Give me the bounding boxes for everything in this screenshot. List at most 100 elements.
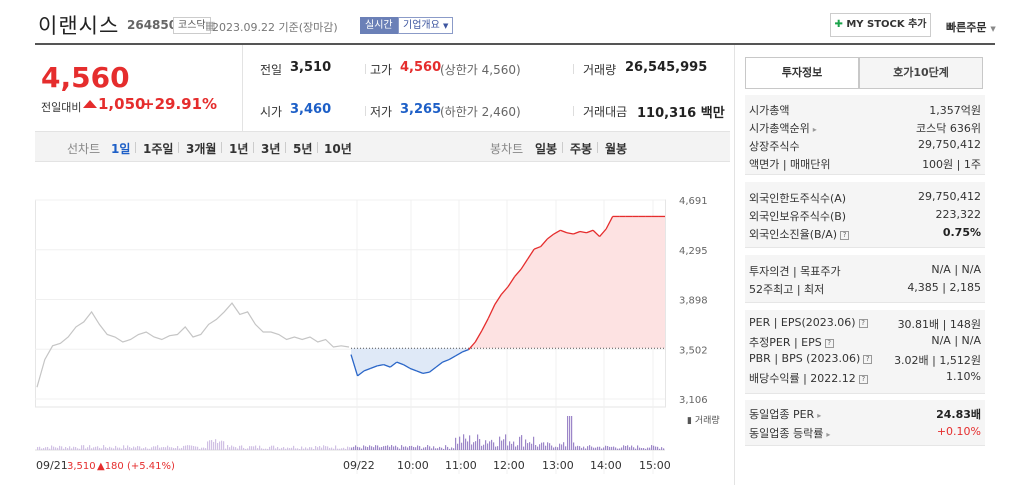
tab-monthly[interactable]: 월봉 xyxy=(605,142,628,156)
volume-value: 26,545,995 xyxy=(625,60,708,75)
volume-bar xyxy=(411,445,413,450)
tab-5y[interactable]: 5년 xyxy=(293,142,313,156)
quick-order-button[interactable]: 빠른주문 ▼ xyxy=(946,21,996,34)
tab-10y[interactable]: 10년 xyxy=(324,142,352,156)
company-info-button[interactable]: 기업개요 ▼ xyxy=(398,17,454,34)
tab-quote-10[interactable]: 호가10단계 xyxy=(859,57,983,89)
series-today-segment xyxy=(586,229,594,234)
divider xyxy=(285,142,286,153)
volume-bar xyxy=(47,446,49,450)
industry-per-row[interactable]: 동일업종 PER ▸ 24.83배 xyxy=(749,406,981,424)
volume-bar xyxy=(575,446,577,450)
market-badge: 코스닥 xyxy=(173,17,211,34)
line-chart-label: 선차트 xyxy=(67,142,101,156)
market-cap-rank-row[interactable]: 시가총액순위 ▸ 코스닥 636위 xyxy=(749,120,981,138)
help-icon[interactable]: ? xyxy=(858,375,868,384)
volume-bar xyxy=(583,446,585,450)
volume-bar xyxy=(377,445,379,450)
volume-bar xyxy=(87,447,89,450)
tab-1d[interactable]: 1일 xyxy=(111,142,131,156)
high-value: 4,560 xyxy=(400,60,442,75)
volume-bar xyxy=(129,447,131,450)
volume-bar xyxy=(243,447,245,450)
volume-bar xyxy=(51,445,53,450)
volume-bar xyxy=(131,448,133,450)
volume-bar xyxy=(293,445,295,450)
help-icon[interactable]: ? xyxy=(824,339,834,348)
volume-bar xyxy=(259,445,261,450)
foreign-rate-label: 외국인소진율(B/A)? xyxy=(749,226,850,242)
volume-bar xyxy=(401,445,403,450)
volume-bar xyxy=(371,446,373,450)
volume-bar xyxy=(427,445,429,450)
series-today-segment xyxy=(396,361,404,366)
help-icon[interactable]: ? xyxy=(863,355,873,364)
volume-bar xyxy=(357,446,359,450)
tab-3m[interactable]: 3개월 xyxy=(186,142,217,156)
volume-bar xyxy=(55,447,57,450)
volume-bar xyxy=(543,442,545,450)
dividend-label: 배당수익률 | 2022.12? xyxy=(749,370,868,386)
help-icon[interactable]: ? xyxy=(858,319,868,328)
volume-bar xyxy=(597,446,599,450)
tab-1w[interactable]: 1주일 xyxy=(143,142,174,156)
volume-bar xyxy=(451,447,453,450)
volume-bar xyxy=(419,446,421,450)
volume-bar xyxy=(141,448,143,450)
volume-bar xyxy=(627,445,629,450)
volume-bar xyxy=(229,447,231,450)
series-today-segment xyxy=(533,245,541,250)
chart-tabbar: 선차트 1일 1주일 3개월 1년 3년 5년 10년 봉차트 일봉 주봉 월봉 xyxy=(35,131,730,162)
volume-bar xyxy=(587,446,589,450)
tab-daily[interactable]: 일봉 xyxy=(535,142,558,156)
help-icon[interactable]: ? xyxy=(840,231,850,240)
volume-bar xyxy=(619,448,621,450)
volume-bar xyxy=(69,446,71,450)
volume-bar xyxy=(387,445,389,450)
volume-bar xyxy=(125,448,127,450)
volume-bar xyxy=(151,447,153,450)
volume-bar xyxy=(433,446,435,450)
volume-bar xyxy=(275,448,277,450)
volume-bar xyxy=(375,445,377,450)
volume-bar xyxy=(559,443,561,450)
series-today-segment xyxy=(553,229,561,235)
volume-bar xyxy=(413,446,415,450)
series-today-segment xyxy=(416,370,424,374)
volume-bar xyxy=(463,434,465,450)
series-today-segment xyxy=(435,361,443,368)
volume-bar xyxy=(95,446,97,450)
volume-bar xyxy=(65,447,67,450)
realtime-badge[interactable]: 실시간 xyxy=(360,17,398,34)
industry-rate-row[interactable]: 동일업종 등락률 ▸ +0.10% xyxy=(749,425,981,443)
volume-bar xyxy=(623,445,625,450)
series-today-segment xyxy=(377,363,384,367)
tab-1y[interactable]: 1년 xyxy=(229,142,249,156)
volume-bar xyxy=(335,445,337,450)
volume-bar xyxy=(149,448,151,450)
series-today-segment xyxy=(520,258,529,270)
volume-bar xyxy=(577,445,579,450)
volume-bar xyxy=(209,440,211,450)
volume-bar xyxy=(487,443,489,450)
tab-3y[interactable]: 3년 xyxy=(261,142,281,156)
volume-bar xyxy=(551,445,553,450)
volume-bar xyxy=(315,445,317,450)
divider xyxy=(178,142,179,153)
market-cap-rank-value: 코스닥 636위 xyxy=(916,122,981,135)
series-today-segment xyxy=(422,371,430,375)
volume-bar xyxy=(445,445,447,450)
est-per-row: 추정PER | EPS? N/A | N/A xyxy=(749,334,981,352)
industry-per-label: 동일업종 PER ▸ xyxy=(749,408,822,421)
series-today-segment xyxy=(442,358,450,363)
price-chart[interactable]: 4,691 4,295 3,898 3,502 3,106 ▮ 거래량 09/21 09/22… xyxy=(35,190,730,485)
series-today-segment xyxy=(540,238,548,248)
my-stock-add-button[interactable]: ✚ MY STOCK 추가 xyxy=(830,13,931,37)
volume-bar xyxy=(431,448,433,450)
volume-bar xyxy=(117,447,119,450)
volume-bar xyxy=(459,436,461,450)
volume-bar xyxy=(539,444,541,450)
tab-invest-info[interactable]: 투자정보 xyxy=(745,57,859,89)
dividend-value: 1.10% xyxy=(946,370,981,383)
tab-weekly[interactable]: 주봉 xyxy=(570,142,593,156)
